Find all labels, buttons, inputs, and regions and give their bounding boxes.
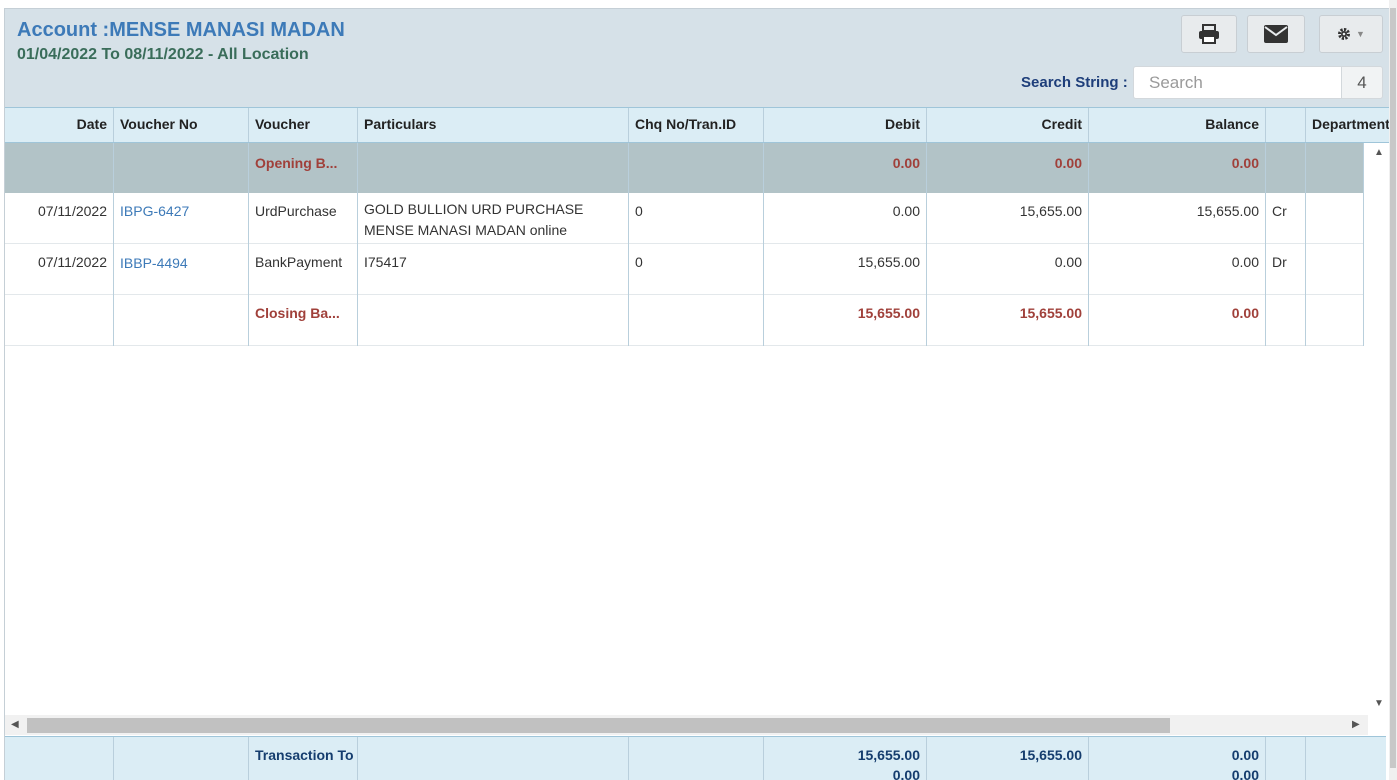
horizontal-scroll-thumb[interactable] [27,718,1170,733]
opening-credit: 0.00 [927,143,1089,193]
row-chq: 0 [629,193,764,244]
voucher-link[interactable]: IBBP-4494 [114,244,249,295]
opening-balance: 0.00 [1089,143,1266,193]
row-date: 07/11/2022 [5,244,114,295]
printer-icon [1199,24,1219,44]
col-debit[interactable]: Debit [764,108,927,142]
email-button[interactable] [1247,15,1305,53]
col-department[interactable]: Department [1312,116,1389,132]
row-balance: 15,655.00 [1089,193,1266,244]
scroll-down-icon[interactable]: ▼ [1374,698,1384,709]
total-debit-cell: 15,655.00 0.00 [764,737,927,780]
opening-label: Opening B... [249,143,358,193]
opening-debit: 0.00 [764,143,927,193]
print-button[interactable] [1181,15,1237,53]
row-particulars: GOLD BULLION URD PURCHASE MENSE MANASI M… [358,193,629,244]
result-count-badge: 4 [1341,66,1383,99]
row-date: 07/11/2022 [5,193,114,244]
closing-debit: 15,655.00 [764,295,927,346]
page-scroll-thumb[interactable] [1390,8,1396,768]
date-range-subtitle: 01/04/2022 To 08/11/2022 - All Location [17,46,309,63]
col-voucher[interactable]: Voucher [249,108,358,142]
vertical-scrollbar[interactable]: ▲ ▼ [1368,145,1389,717]
account-title: Account :MENSE MANASI MADAN [17,19,345,41]
row-drcr: Dr [1266,244,1306,295]
row-particulars: I75417 [358,244,629,295]
closing-credit: 15,655.00 [927,295,1089,346]
caret-down-icon: ▼ [1356,29,1365,39]
page-scrollbar[interactable] [1389,0,1397,780]
col-drcr[interactable] [1266,108,1306,142]
row-credit: 15,655.00 [927,193,1089,244]
col-credit[interactable]: Credit [927,108,1089,142]
row-credit: 0.00 [927,244,1089,295]
closing-balance: 0.00 [1089,295,1266,346]
table-row[interactable]: 07/11/2022 IBBP-4494 BankPayment I75417 … [5,244,1364,295]
closing-balance-row[interactable]: Closing Ba... 15,655.00 15,655.00 0.00 [5,295,1364,346]
col-chq-no[interactable]: Chq No/Tran.ID [629,108,764,142]
ledger-panel: Account :MENSE MANASI MADAN 01/04/2022 T… [4,8,1389,780]
row-voucher-type: BankPayment [249,244,358,295]
col-particulars[interactable]: Particulars [358,108,629,142]
envelope-icon [1264,25,1288,43]
settings-dropdown-button[interactable]: ▼ [1319,15,1383,53]
transaction-total-row: Transaction To 15,655.00 0.00 15,655.00 … [5,736,1386,780]
row-chq: 0 [629,244,764,295]
search-input[interactable] [1133,66,1341,99]
search-label: Search String : [1021,74,1128,91]
voucher-link[interactable]: IBPG-6427 [114,193,249,244]
scroll-up-icon[interactable]: ▲ [1374,147,1384,158]
row-debit: 15,655.00 [764,244,927,295]
scroll-right-icon[interactable]: ▶ [1352,719,1360,730]
row-voucher-type: UrdPurchase [249,193,358,244]
col-date[interactable]: Date [5,108,114,142]
scroll-left-icon[interactable]: ◀ [11,719,19,730]
total-credit: 15,655.00 [927,737,1089,780]
total-label: Transaction To [249,737,358,780]
table-header-row: Date Voucher No Voucher Particulars Chq … [5,107,1389,143]
gear-icon [1338,28,1351,40]
horizontal-scrollbar[interactable]: ◀ ▶ [5,715,1368,735]
col-voucher-no[interactable]: Voucher No [114,108,249,142]
total-balance-cell: 0.00 0.00 [1089,737,1266,780]
row-balance: 0.00 [1089,244,1266,295]
opening-balance-row[interactable]: Opening B... 0.00 0.00 0.00 [5,143,1364,193]
panel-header: Account :MENSE MANASI MADAN 01/04/2022 T… [5,9,1389,107]
col-balance[interactable]: Balance [1089,108,1266,142]
closing-label: Closing Ba... [249,295,358,346]
row-debit: 0.00 [764,193,927,244]
row-drcr: Cr [1266,193,1306,244]
table-row[interactable]: 07/11/2022 IBPG-6427 UrdPurchase GOLD BU… [5,193,1364,244]
